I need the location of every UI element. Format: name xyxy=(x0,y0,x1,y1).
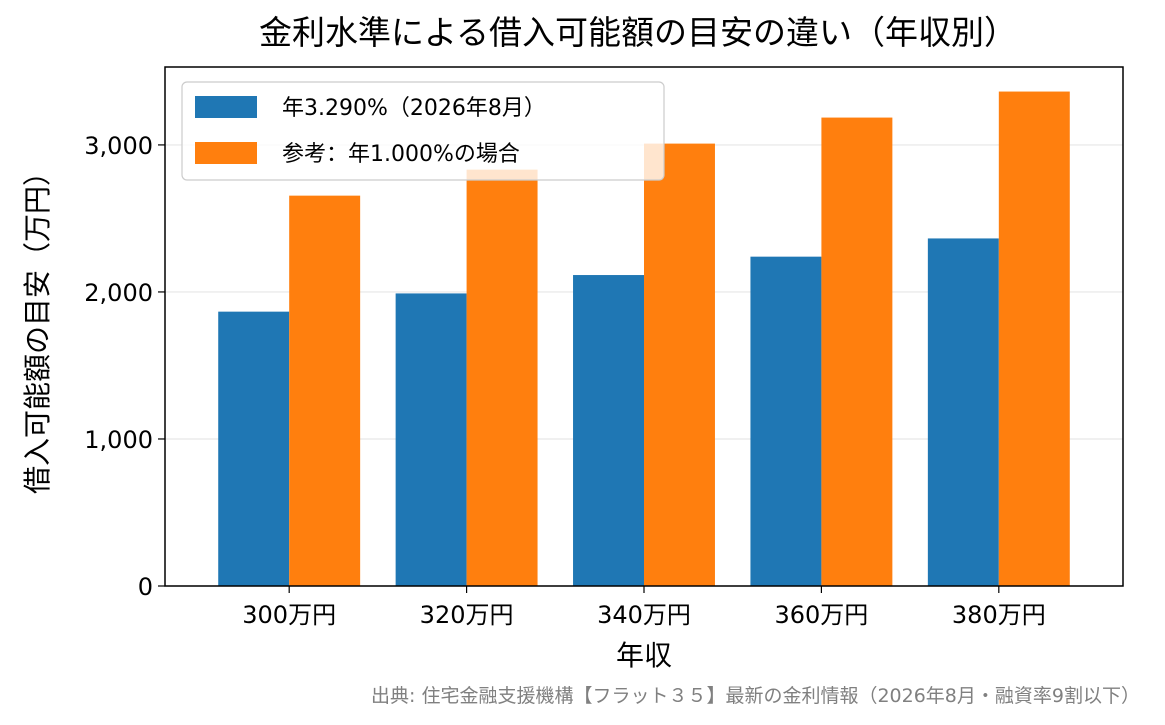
y-tick-label: 1,000 xyxy=(84,426,153,454)
bar-series-1-340万円 xyxy=(573,275,644,586)
y-tick-label: 2,000 xyxy=(84,279,153,307)
x-axis-ticks: 300万円 320万円 340万円 360万円 380万円 xyxy=(242,586,1046,629)
bar-series-2-340万円 xyxy=(644,143,715,586)
legend-box xyxy=(181,81,665,181)
chart-title: 金利水準による借入可能額の目安の違い（年収別） xyxy=(259,13,1017,52)
y-axis-label: 借入可能額の目安（万円） xyxy=(21,158,54,494)
y-tick-label: 0 xyxy=(138,573,153,601)
legend-swatch xyxy=(195,96,257,118)
y-axis-ticks: 0 1,000 2,000 3,000 xyxy=(84,132,165,601)
bar-series-2-380万円 xyxy=(998,91,1070,587)
y-tick-label: 3,000 xyxy=(84,132,153,160)
legend-label: 参考：年1.000%の場合 xyxy=(282,142,520,167)
x-tick-label: 380万円 xyxy=(952,601,1046,629)
x-tick-label: 300万円 xyxy=(242,601,336,629)
bar-series-2-360万円 xyxy=(821,117,893,586)
x-tick-label: 340万円 xyxy=(597,601,691,629)
bars xyxy=(218,91,1070,587)
legend-label: 年3.290%（2026年8月） xyxy=(282,96,546,121)
bar-series-1-380万円 xyxy=(927,238,999,586)
bar-series-2-300万円 xyxy=(289,195,361,586)
x-tick-label: 360万円 xyxy=(775,601,869,629)
bar-series-1-360万円 xyxy=(750,256,822,586)
x-axis-label: 年収 xyxy=(616,639,672,672)
bar-series-1-300万円 xyxy=(218,311,290,586)
legend: 年3.290%（2026年8月） 参考：年1.000%の場合 xyxy=(181,81,665,181)
bar-series-1-320万円 xyxy=(395,293,467,586)
legend-swatch xyxy=(195,142,257,164)
bar-series-2-320万円 xyxy=(466,169,538,587)
source-note: 出典: 住宅金融支援機構【フラット３５】最新の金利情報（2026年8月・融資率9… xyxy=(371,685,1140,707)
x-tick-label: 320万円 xyxy=(420,601,514,629)
